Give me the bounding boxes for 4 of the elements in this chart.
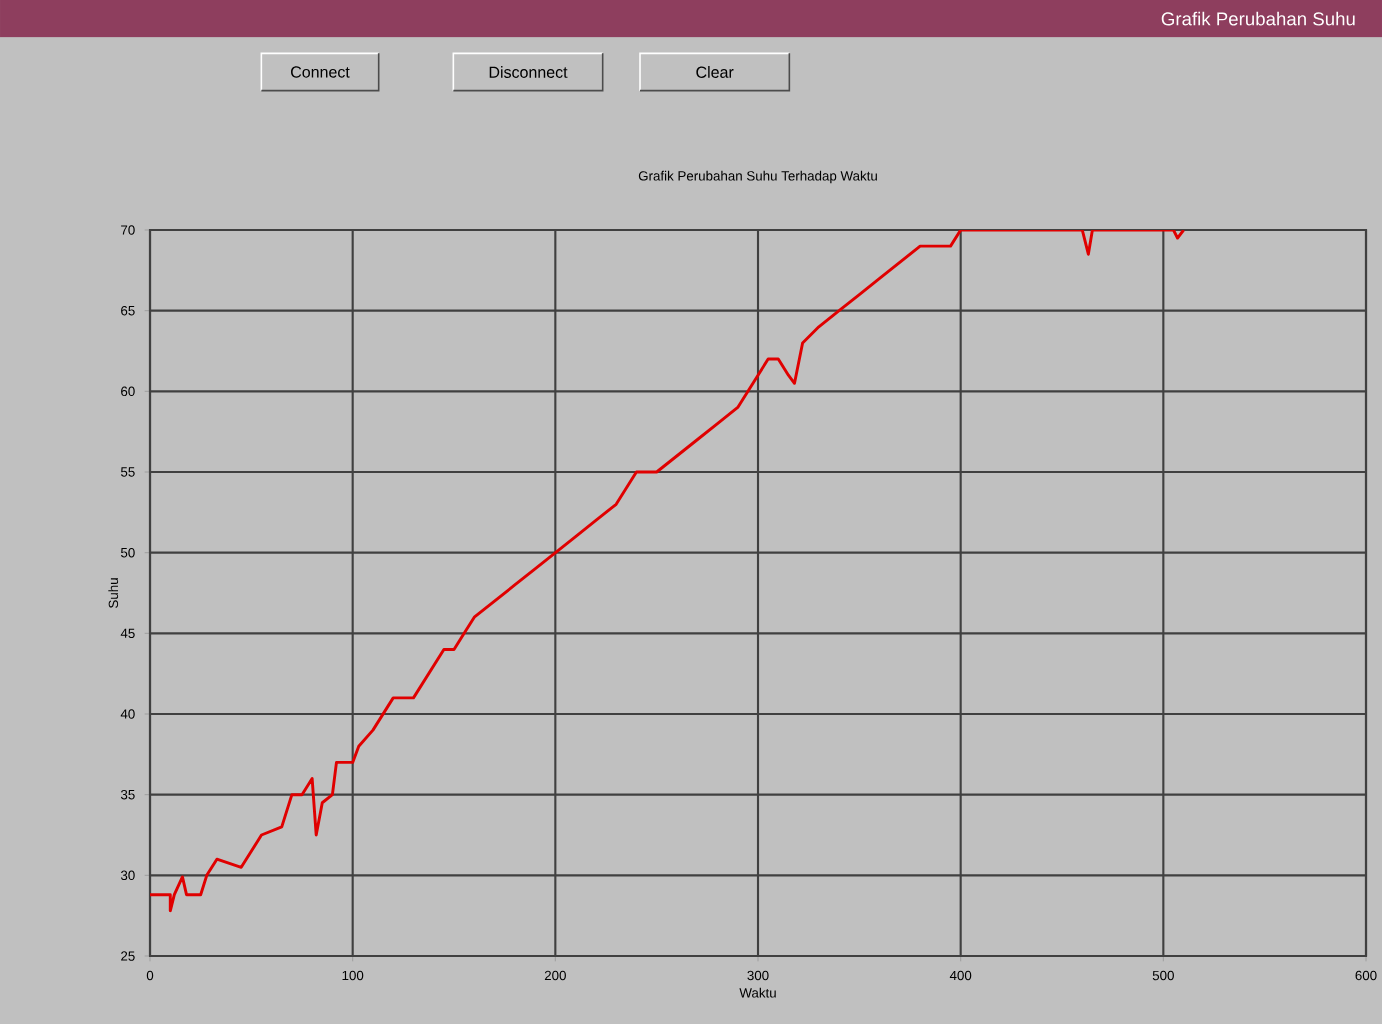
text: Connect: [291, 66, 350, 78]
text: Disconnect: [489, 66, 568, 78]
text: Grafik Perubahan Suhu: [1161, 11, 1355, 26]
text: Clear: [696, 66, 734, 78]
